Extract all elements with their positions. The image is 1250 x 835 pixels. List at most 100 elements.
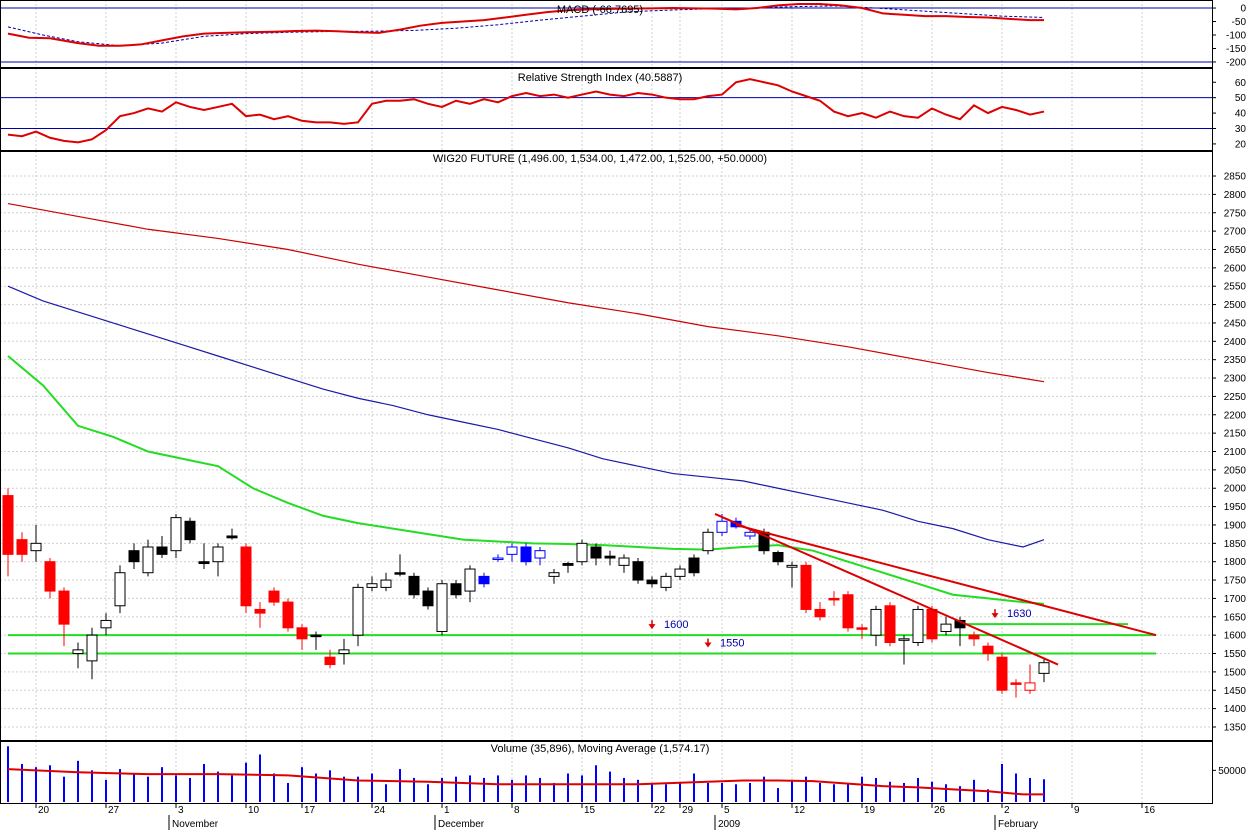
rsi-ytick-label: 20 <box>1235 139 1247 150</box>
candle-body <box>702 531 714 552</box>
price-ytick-label: 2000 <box>1224 484 1247 495</box>
candle-body <box>688 557 700 574</box>
price-ytick-label: 2400 <box>1224 337 1247 348</box>
candle-body <box>814 608 826 618</box>
candle-body <box>352 586 364 636</box>
candle-body <box>1024 682 1036 691</box>
price-ytick-label: 1800 <box>1224 557 1247 568</box>
candle-body <box>674 568 686 577</box>
price-ytick-label: 2850 <box>1224 172 1247 183</box>
candle-body <box>268 590 280 603</box>
candle-body <box>898 638 910 641</box>
candle-body <box>968 634 980 640</box>
candle-body <box>646 579 658 585</box>
candle-body <box>870 608 882 636</box>
price-ytick-label: 2500 <box>1224 300 1247 311</box>
candle-body <box>338 649 350 655</box>
candle-body <box>856 627 868 630</box>
candle-body <box>842 594 854 629</box>
candle-body <box>100 619 112 629</box>
sma_blue-line <box>7 285 1045 548</box>
price-ytick-label: 2350 <box>1224 355 1247 366</box>
candle-body <box>926 608 938 640</box>
candle-body <box>618 557 630 566</box>
candle-body <box>170 517 182 552</box>
x-tick-label: 29 <box>682 805 694 816</box>
x-tick-label: 22 <box>654 805 666 816</box>
price-ytick-label: 1350 <box>1224 722 1247 733</box>
price-ytick-label: 2800 <box>1224 190 1247 201</box>
candle-body <box>282 601 294 629</box>
month-label: December <box>438 819 485 830</box>
candle-body <box>310 634 322 638</box>
candle-body <box>478 575 490 585</box>
candle-body <box>786 564 798 568</box>
price-ytick-label: 1650 <box>1224 612 1247 623</box>
rsi-panel: 60 50 40 30 20 Relative Strength Index (40.58… <box>0 72 1246 150</box>
rsi-ytick-label: 40 <box>1235 109 1247 120</box>
price-ytick-label: 2700 <box>1224 227 1247 238</box>
candle-body <box>604 555 616 559</box>
candle-body <box>198 561 210 565</box>
x-tick-label: 2 <box>1004 805 1010 816</box>
price-ytick-label: 1900 <box>1224 520 1247 531</box>
x-tick-label: 24 <box>374 805 386 816</box>
candle-body <box>940 623 952 632</box>
price-frame <box>0 151 1213 741</box>
candle-body <box>296 627 308 640</box>
candle-body <box>982 645 994 655</box>
month-label: November <box>172 819 219 830</box>
candle-body <box>324 656 336 666</box>
candle-body <box>212 546 224 563</box>
candle-body <box>632 561 644 581</box>
panel-frames <box>0 0 1213 804</box>
macd-ytick-label: 0 <box>1240 4 1246 15</box>
macd-signal-line <box>7 5 1045 47</box>
candle-body <box>492 557 504 561</box>
candle-body <box>660 575 672 588</box>
x-tick-label: 15 <box>584 805 596 816</box>
candle-body <box>450 583 462 596</box>
price-ytick-label: 1950 <box>1224 502 1247 513</box>
candle-body <box>464 568 476 592</box>
candle-body <box>884 605 896 643</box>
price-ytick-label: 2200 <box>1224 410 1247 421</box>
price-ytick-label: 2250 <box>1224 392 1247 403</box>
candle-body <box>408 575 420 596</box>
rsi-line <box>7 78 1045 144</box>
volume-frame <box>0 741 1213 804</box>
x-tick-label: 1 <box>444 805 450 816</box>
candle-body <box>58 590 70 625</box>
price-ytick-label: 1600 <box>1224 631 1247 642</box>
price-ytick-label: 2550 <box>1224 282 1247 293</box>
candle-body <box>366 583 378 588</box>
signal-arrow-head <box>991 613 999 619</box>
price-ytick-label: 1450 <box>1224 686 1247 697</box>
rsi-title: Relative Strength Index (40.5887) <box>518 72 683 84</box>
price-ytick-label: 2650 <box>1224 245 1247 256</box>
candle-body <box>828 597 840 601</box>
sma_green-line <box>7 355 1045 605</box>
price-ytick-label: 1550 <box>1224 649 1247 660</box>
price-ytick-label: 2600 <box>1224 263 1247 274</box>
x-tick-label: 8 <box>514 805 520 816</box>
level-annotation: 1630 <box>1007 608 1031 620</box>
price-ytick-label: 1700 <box>1224 594 1247 605</box>
candle-body <box>576 542 588 563</box>
price-panel: 1350 1400 1450 1500 1550 1600 1650 1700 1750 1800… <box>2 153 1247 733</box>
price-title: WIG20 FUTURE (1,496.00, 1,534.00, 1,472.… <box>433 153 767 165</box>
signal-arrow-head <box>704 642 712 648</box>
candle-body <box>184 520 196 541</box>
candle-body <box>226 535 238 539</box>
candle-body <box>800 564 812 610</box>
candle-body <box>72 649 84 655</box>
rsi-ytick-label: 50 <box>1235 93 1247 104</box>
candle-body <box>520 546 532 563</box>
x-tick-label: 16 <box>1144 805 1156 816</box>
candle-body <box>996 656 1008 691</box>
candle-body <box>436 583 448 632</box>
x-tick-label: 3 <box>178 805 184 816</box>
x-tick-label: 5 <box>724 805 730 816</box>
